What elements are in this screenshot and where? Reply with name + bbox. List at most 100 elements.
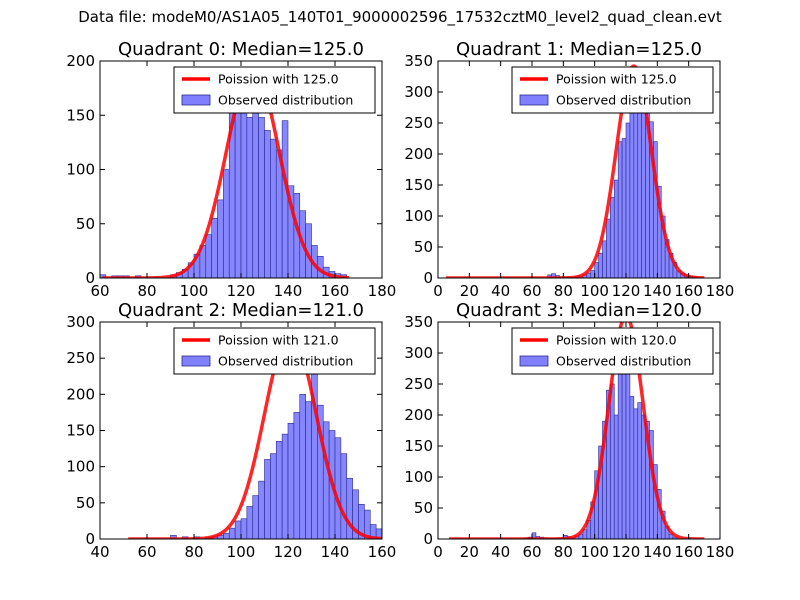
legend-bars-swatch xyxy=(519,355,549,367)
histogram-bar xyxy=(234,520,242,539)
histogram-bar xyxy=(281,433,289,539)
histogram-bar xyxy=(613,179,619,278)
x-tick-label: 160 xyxy=(674,543,703,561)
histogram-bar xyxy=(246,117,254,278)
x-tick-label: 60 xyxy=(90,282,109,300)
histogram-bar xyxy=(240,518,248,539)
x-tick-label: 60 xyxy=(522,543,541,561)
x-tick-label: 120 xyxy=(612,543,641,561)
y-tick-label: 50 xyxy=(414,499,433,517)
y-tick-label: 100 xyxy=(66,161,95,179)
y-tick-label: 50 xyxy=(76,494,95,512)
x-tick-label: 80 xyxy=(137,282,156,300)
histogram-bar xyxy=(264,459,271,539)
histogram-bar xyxy=(234,93,242,278)
histogram-bar xyxy=(293,412,301,539)
x-tick-label: 40 xyxy=(491,282,510,300)
x-tick-label: 100 xyxy=(180,282,209,300)
histogram-bar xyxy=(270,138,277,278)
histogram-bar xyxy=(334,437,342,539)
legend: Poission with 125.0 Observed distribution xyxy=(511,66,714,114)
histogram-bar xyxy=(240,112,248,278)
x-tick-label: 120 xyxy=(227,282,256,300)
x-tick-label: 140 xyxy=(643,543,672,561)
histogram-bar xyxy=(252,495,259,539)
x-tick-label: 60 xyxy=(137,543,156,561)
plot-area xyxy=(100,66,350,278)
histogram-bar xyxy=(629,396,635,539)
y-tick-label: 250 xyxy=(404,375,433,393)
x-tick-label: 120 xyxy=(612,282,641,300)
y-tick-label: 200 xyxy=(404,406,433,424)
histogram-bar xyxy=(633,91,639,278)
histogram-bar xyxy=(621,138,627,278)
histogram-bar xyxy=(170,535,177,539)
histogram-bar xyxy=(223,532,230,539)
histogram-bar xyxy=(322,421,330,539)
legend-bars-label: Observed distribution xyxy=(218,93,353,108)
legend-curve-label: Poission with 125.0 xyxy=(218,72,339,87)
histogram-bar xyxy=(629,101,635,278)
x-tick-label: 80 xyxy=(184,543,203,561)
legend-curve-label: Poission with 125.0 xyxy=(556,72,677,87)
y-tick-label: 150 xyxy=(404,176,433,194)
figure-suptitle: Data file: modeM0/AS1A05_140T01_90000025… xyxy=(78,8,722,26)
x-tick-label: 140 xyxy=(321,543,350,561)
histogram-bar xyxy=(625,122,631,278)
x-tick-label: 60 xyxy=(522,282,541,300)
y-tick-label: 150 xyxy=(66,422,95,440)
histogram-bar xyxy=(598,252,603,278)
y-tick-label: 300 xyxy=(404,83,433,101)
histogram-bar xyxy=(610,383,615,539)
histogram-bar xyxy=(258,480,265,539)
legend: Poission with 121.0 Observed distribution xyxy=(173,327,376,375)
histogram-bar xyxy=(340,453,348,539)
y-tick-label: 100 xyxy=(404,468,433,486)
legend-bars-swatch xyxy=(519,94,549,106)
histogram-bar xyxy=(610,197,615,278)
x-tick-label: 100 xyxy=(580,282,609,300)
x-tick-label: 20 xyxy=(460,282,479,300)
axes-frame xyxy=(437,60,721,279)
histogram-bar xyxy=(211,218,218,278)
y-tick-label: 200 xyxy=(66,385,95,403)
histogram-bar xyxy=(641,110,646,278)
histogram-bar xyxy=(252,106,259,278)
histogram-bar xyxy=(613,414,619,539)
y-tick-label: 0 xyxy=(423,530,433,548)
histogram-bar xyxy=(633,408,639,539)
x-tick-label: 100 xyxy=(580,543,609,561)
histogram-bar xyxy=(381,532,382,539)
x-tick-label: 80 xyxy=(554,282,573,300)
y-tick-label: 100 xyxy=(404,207,433,225)
histogram-bar xyxy=(205,234,212,278)
legend: Poission with 125.0 Observed distribution xyxy=(173,66,376,114)
histogram-bar xyxy=(223,169,230,278)
histogram-bar xyxy=(246,506,254,539)
y-tick-label: 200 xyxy=(404,145,433,163)
x-tick-label: 180 xyxy=(706,543,735,561)
panel-title: Quadrant 1: Median=125.0 xyxy=(456,39,702,60)
legend-curve-label: Poission with 121.0 xyxy=(218,333,339,348)
y-tick-label: 250 xyxy=(66,349,95,367)
x-tick-label: 180 xyxy=(368,282,397,300)
axes-frame xyxy=(437,321,721,540)
panel-title: Quadrant 2: Median=121.0 xyxy=(118,300,364,321)
histogram-bar xyxy=(637,402,642,539)
x-tick-label: 0 xyxy=(433,543,443,561)
poisson-curve xyxy=(448,322,705,539)
histogram-bar xyxy=(281,120,289,278)
y-tick-label: 150 xyxy=(66,106,95,124)
panel-title: Quadrant 0: Median=125.0 xyxy=(118,39,364,60)
x-tick-label: 120 xyxy=(274,543,303,561)
y-tick-label: 0 xyxy=(85,269,95,287)
legend-bars-label: Observed distribution xyxy=(556,93,691,108)
chart-panel-2: 40 60 80 100 120 140 160 0 50 100 150 200 250 300 Quad… xyxy=(66,300,396,561)
histogram-bar xyxy=(621,358,627,539)
y-tick-label: 300 xyxy=(66,313,95,331)
x-tick-label: 160 xyxy=(674,282,703,300)
y-tick-label: 350 xyxy=(404,52,433,70)
legend-bars-label: Observed distribution xyxy=(556,354,691,369)
histogram-bar xyxy=(375,528,382,539)
